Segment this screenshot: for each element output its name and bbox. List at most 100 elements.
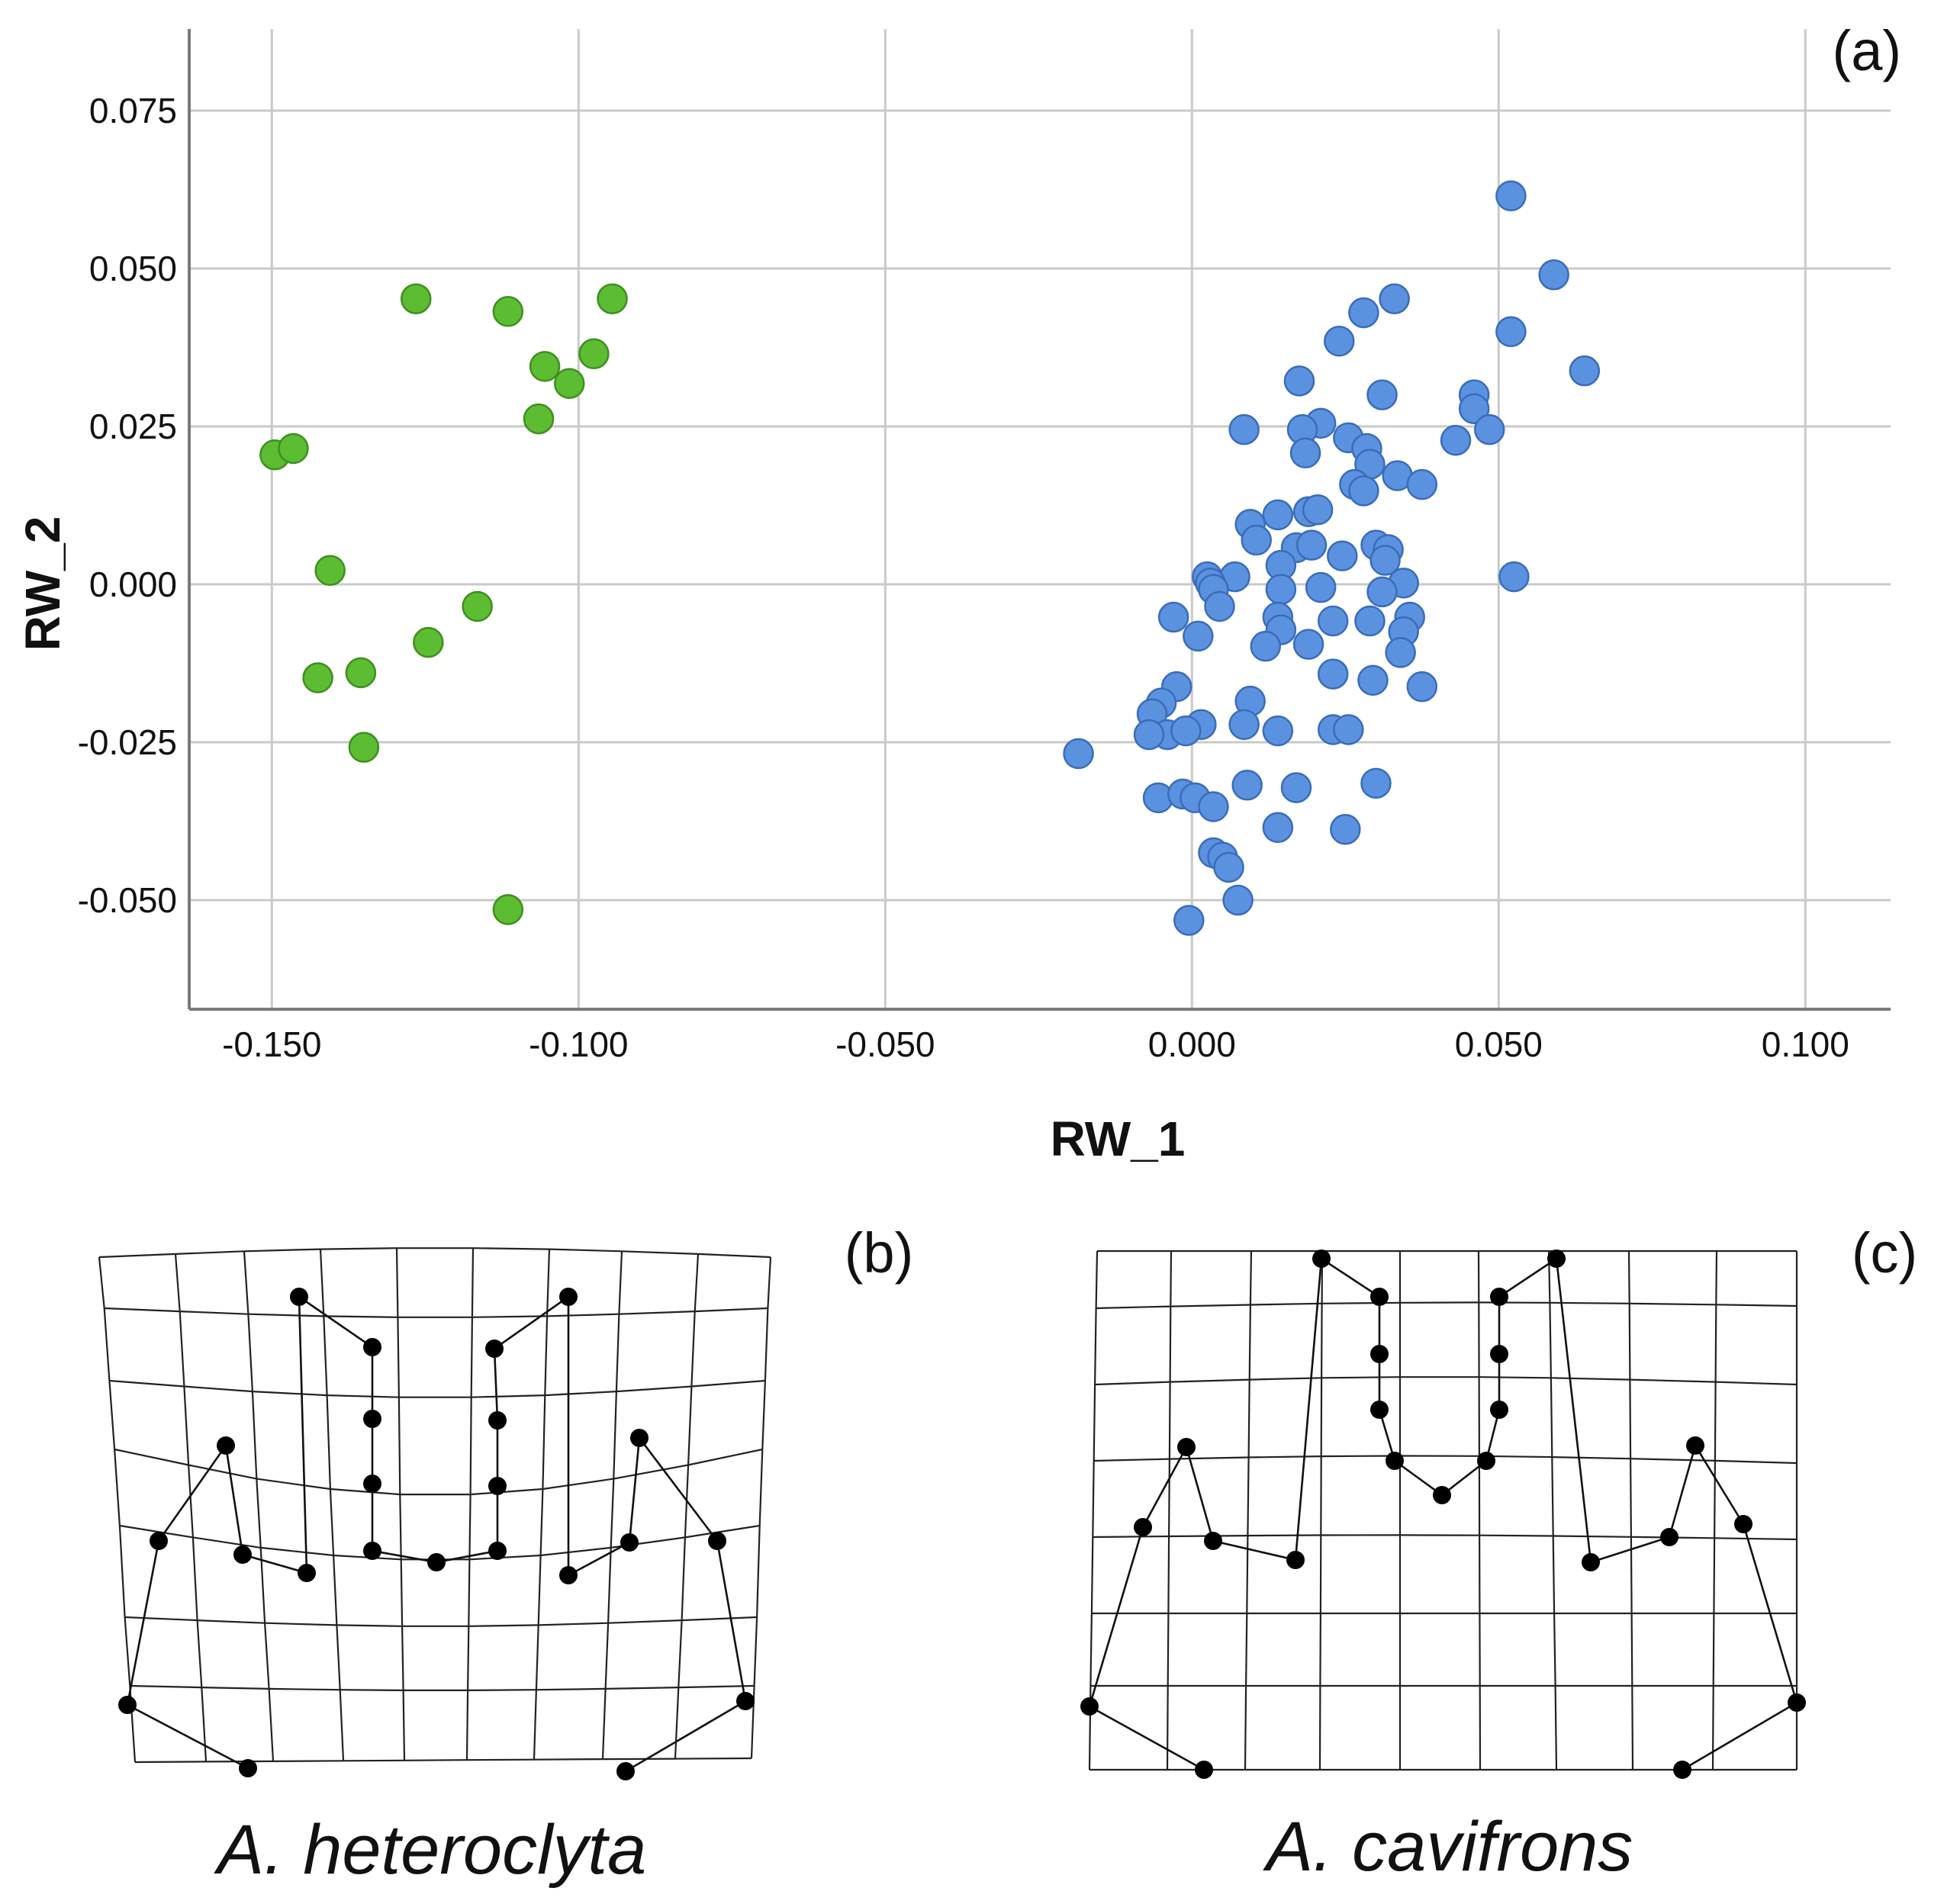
landmark-point bbox=[363, 1475, 381, 1493]
data-point bbox=[1354, 605, 1386, 637]
landmark-point bbox=[1370, 1345, 1389, 1363]
grid-line-row bbox=[1093, 1534, 1798, 1541]
grid-line-col bbox=[395, 1248, 406, 1761]
data-point bbox=[1231, 770, 1263, 801]
landmark-point bbox=[708, 1532, 726, 1550]
data-point bbox=[553, 368, 585, 399]
landmark-point bbox=[239, 1759, 257, 1777]
landmark-point bbox=[1177, 1438, 1196, 1456]
data-point bbox=[1283, 365, 1315, 397]
grid-line-col bbox=[319, 1249, 345, 1761]
data-point bbox=[1280, 772, 1312, 803]
grid-line-col bbox=[1477, 1250, 1482, 1771]
data-point bbox=[1498, 561, 1530, 593]
landmark-point bbox=[363, 1338, 381, 1356]
landmark-point bbox=[1582, 1553, 1600, 1571]
landmark-point bbox=[1490, 1401, 1508, 1419]
landmark-point bbox=[217, 1436, 235, 1455]
data-point bbox=[462, 590, 493, 622]
wireframe-link bbox=[1682, 1701, 1798, 1771]
landmark-point bbox=[488, 1411, 507, 1430]
landmarks-c bbox=[1080, 1250, 1806, 1779]
wireframe-link bbox=[1089, 1705, 1205, 1771]
data-point bbox=[492, 894, 524, 925]
grid-line-col bbox=[533, 1249, 551, 1760]
y-tick-label: -0.050 bbox=[78, 880, 177, 920]
y-tick-label: 0.025 bbox=[89, 407, 177, 446]
landmark-point bbox=[1312, 1250, 1331, 1268]
grid-line-col bbox=[1088, 1250, 1099, 1771]
deformation-grid-b: (b) A. heteroclyta bbox=[98, 1221, 913, 1889]
landmark-point bbox=[118, 1696, 137, 1714]
warp-grid-c bbox=[1088, 1250, 1798, 1771]
data-point bbox=[1357, 664, 1389, 696]
data-point bbox=[1473, 413, 1505, 445]
data-point bbox=[1569, 355, 1601, 387]
data-point bbox=[1241, 524, 1272, 556]
data-point bbox=[1360, 767, 1392, 799]
data-point bbox=[1222, 884, 1254, 916]
panel-label-c: (c) bbox=[1852, 1221, 1917, 1285]
grid-line-row bbox=[109, 1379, 765, 1398]
grid-line-col bbox=[601, 1251, 623, 1760]
landmark-point bbox=[233, 1545, 252, 1564]
grid-line-row bbox=[1096, 1301, 1798, 1310]
grid-line-row bbox=[98, 1247, 771, 1259]
data-point bbox=[1317, 605, 1349, 637]
data-point bbox=[1348, 297, 1379, 329]
landmark-point bbox=[488, 1542, 507, 1560]
landmarks-b bbox=[118, 1288, 755, 1780]
y-tick-label: 0.000 bbox=[89, 564, 177, 604]
x-tick-label: -0.100 bbox=[529, 1024, 628, 1064]
landmark-point bbox=[150, 1532, 168, 1550]
data-point bbox=[1333, 714, 1364, 745]
data-point bbox=[597, 283, 628, 314]
data-point bbox=[1305, 571, 1337, 603]
wireframe-link bbox=[126, 1442, 307, 1706]
data-point bbox=[1538, 259, 1569, 291]
wireframe-link bbox=[1088, 1444, 1296, 1707]
data-point bbox=[1348, 475, 1379, 507]
landmark-point bbox=[427, 1553, 446, 1571]
data-point bbox=[1379, 283, 1410, 314]
x-tick-label: 0.050 bbox=[1455, 1024, 1543, 1064]
data-point bbox=[314, 555, 346, 587]
data-point bbox=[1327, 540, 1358, 571]
data-point bbox=[1366, 576, 1398, 608]
grid-line-col bbox=[750, 1256, 772, 1759]
y-tick-labels: 0.075 0.050 0.025 0.000 -0.025 -0.050 bbox=[78, 91, 177, 920]
landmark-point bbox=[1386, 1452, 1404, 1470]
grid-line-col bbox=[674, 1253, 700, 1759]
grid-line-col bbox=[1244, 1250, 1253, 1771]
landmark-point bbox=[1686, 1436, 1704, 1455]
landmark-point bbox=[1370, 1401, 1389, 1419]
x-tick-label: 0.000 bbox=[1148, 1024, 1236, 1064]
data-point bbox=[1063, 738, 1094, 770]
deformation-grid-c: (c) A. cavifrons bbox=[1080, 1221, 1917, 1886]
wireframe-link bbox=[1294, 1258, 1323, 1561]
landmark-point bbox=[616, 1762, 635, 1780]
x-tick-label: -0.150 bbox=[222, 1024, 321, 1064]
landmark-point bbox=[1660, 1528, 1678, 1546]
data-point bbox=[413, 626, 444, 658]
x-axis-label: RW_1 bbox=[1051, 1111, 1186, 1166]
landmark-point bbox=[1286, 1551, 1305, 1569]
data-point bbox=[1213, 851, 1244, 883]
series-a-heteroclyta bbox=[259, 283, 628, 925]
x-tick-labels: -0.150 -0.100 -0.050 0.000 0.050 0.100 bbox=[222, 1024, 1849, 1064]
grid-line-row bbox=[104, 1307, 768, 1318]
scatter-plot: -0.150 -0.100 -0.050 0.000 0.050 0.100 0.0750… bbox=[15, 19, 1901, 1166]
y-axis-label: RW_2 bbox=[15, 516, 70, 651]
grid-line-col bbox=[174, 1253, 208, 1762]
panel-label-b: (b) bbox=[845, 1221, 913, 1285]
landmark-point bbox=[1490, 1288, 1508, 1306]
series-a-cavifrons bbox=[1063, 180, 1601, 936]
data-point bbox=[523, 403, 555, 435]
data-point bbox=[529, 351, 561, 382]
data-point bbox=[1324, 325, 1355, 357]
landmark-point bbox=[485, 1340, 504, 1358]
grid-line-row bbox=[114, 1448, 763, 1496]
y-tick-label: 0.075 bbox=[89, 91, 177, 130]
y-tick-label: -0.025 bbox=[78, 722, 177, 762]
grid-vertical bbox=[270, 29, 1807, 1009]
